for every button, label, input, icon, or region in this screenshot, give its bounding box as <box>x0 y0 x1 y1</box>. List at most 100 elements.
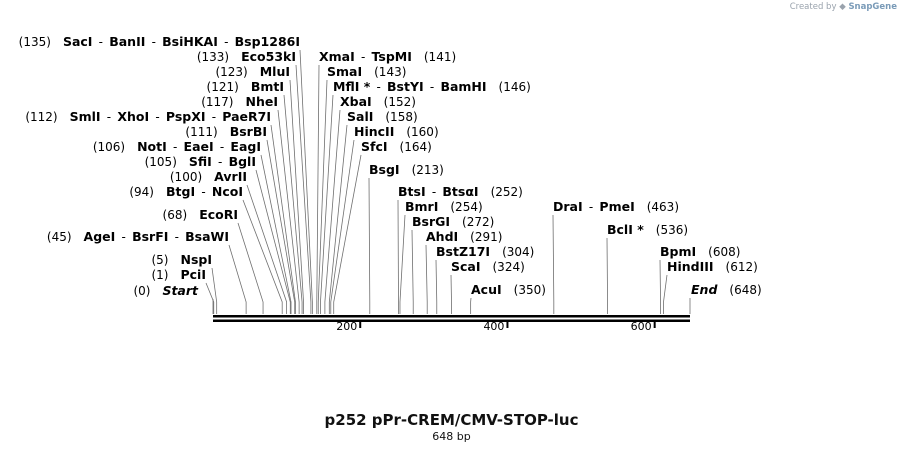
enzyme-label: HindIII (612) <box>667 259 758 274</box>
enzyme-label: (94) BtgI - NcoI <box>129 184 243 199</box>
enzyme-name: AhdI <box>426 229 458 244</box>
enzyme-name: BsrGI <box>412 214 450 229</box>
cut-position: (143) <box>362 65 406 79</box>
enzyme-name: SalI <box>347 109 373 124</box>
leader-line <box>399 214 406 314</box>
enzyme-label: BstZ17I (304) <box>436 244 534 259</box>
leader-line <box>397 199 399 314</box>
cut-position: (304) <box>490 245 534 259</box>
cut-position: (252) <box>479 185 523 199</box>
enzyme-name: Bsp1286I <box>235 34 300 49</box>
cut-position: (135) <box>19 35 63 49</box>
enzyme-label: BpmI (608) <box>660 244 740 259</box>
enzyme-separator: - <box>115 230 132 244</box>
cut-position: (111) <box>185 125 229 139</box>
cut-position: (158) <box>373 110 417 124</box>
enzyme-separator: - <box>218 35 235 49</box>
enzyme-label: (0) Start <box>133 283 199 298</box>
enzyme-name: BglI <box>229 154 256 169</box>
leader-line <box>228 244 247 314</box>
cut-position: (164) <box>388 140 432 154</box>
enzyme-separator: - <box>149 110 166 124</box>
leader-line <box>368 177 371 314</box>
enzyme-label: (105) SfiI - BglI <box>145 154 256 169</box>
enzyme-label: (121) BmtI <box>207 79 284 94</box>
enzyme-label: SfcI (164) <box>361 139 432 154</box>
cut-position: (121) <box>207 80 251 94</box>
enzyme-label: (123) MluI <box>215 64 290 79</box>
cut-position: (45) <box>47 230 84 244</box>
cut-position: (146) <box>487 80 531 94</box>
enzyme-label: (135) SacI - BanII - BsiHKAI - Bsp1286I <box>19 34 300 49</box>
leader-lines <box>205 49 691 314</box>
enzyme-name: PmeI <box>599 199 634 214</box>
enzyme-name: PciI <box>180 267 206 282</box>
cut-position: (612) <box>714 260 758 274</box>
cut-position: (291) <box>458 230 502 244</box>
cut-position: (100) <box>170 170 214 184</box>
cut-position: (106) <box>93 140 137 154</box>
leader-line <box>411 229 414 314</box>
enzyme-name: TspMI <box>372 49 412 64</box>
leader-line <box>450 274 452 314</box>
cut-position: (133) <box>197 50 241 64</box>
cut-position: (648) <box>717 283 761 297</box>
leader-line <box>330 139 355 314</box>
enzyme-separator: - <box>167 140 184 154</box>
sequence-backbone <box>213 315 690 322</box>
enzyme-name: NotI <box>137 139 167 154</box>
cut-position: (254) <box>438 200 482 214</box>
map-title: p252 pPr-CREM/CMV-STOP-luc <box>324 411 579 429</box>
enzyme-name: BstYI <box>387 79 424 94</box>
enzyme-label: (1) PciI <box>151 267 206 282</box>
leader-line <box>552 214 555 314</box>
enzyme-name: PspXI <box>166 109 206 124</box>
leader-line <box>606 237 608 314</box>
enzyme-name: BanII <box>109 34 145 49</box>
credit-brand: SnapGene <box>848 2 897 12</box>
enzyme-name: HindIII <box>667 259 714 274</box>
leader-line <box>266 139 296 314</box>
enzyme-name: AcuI <box>471 282 502 297</box>
enzyme-label: (45) AgeI - BsrFI - BsaWI <box>47 229 229 244</box>
enzyme-name: SmaI <box>327 64 362 79</box>
enzyme-name: BmtI <box>251 79 284 94</box>
leader-line <box>324 109 341 314</box>
enzyme-separator: - <box>195 185 212 199</box>
leader-line <box>316 64 320 314</box>
enzyme-label: (68) EcoRI <box>163 207 238 222</box>
enzyme-name: BsiHKAI <box>162 34 218 49</box>
enzyme-label: (111) BsrBI <box>185 124 267 139</box>
cut-position: (152) <box>372 95 416 109</box>
cut-position: (0) <box>133 284 162 298</box>
cut-position: (123) <box>215 65 259 79</box>
cut-position: (536) <box>644 223 688 237</box>
ruler-tick-label: 200 <box>336 320 357 333</box>
enzyme-name: BclI * <box>607 222 644 237</box>
enzyme-label: AhdI (291) <box>426 229 502 244</box>
leader-line <box>270 124 296 314</box>
enzyme-name: BtgI <box>166 184 195 199</box>
cut-position: (105) <box>145 155 189 169</box>
credit-prefix: Created by <box>789 2 837 12</box>
enzyme-separator: - <box>212 155 229 169</box>
enzyme-separator: - <box>145 35 162 49</box>
enzyme-name: Start <box>162 283 199 298</box>
enzyme-label: SmaI (143) <box>327 64 406 79</box>
enzyme-name: DraI <box>553 199 583 214</box>
enzyme-separator: - <box>92 35 109 49</box>
map-length: 648 bp <box>432 430 471 443</box>
enzyme-name: SacI <box>63 34 93 49</box>
enzyme-name: XmaI <box>319 49 355 64</box>
snapgene-credit: Created by ◆ SnapGene <box>790 2 897 12</box>
enzyme-name: BsrFI <box>132 229 168 244</box>
enzyme-name: BstZ17I <box>436 244 490 259</box>
leader-line <box>295 64 312 314</box>
leader-line <box>435 259 438 314</box>
leader-line <box>255 169 291 314</box>
enzyme-separator: - <box>101 110 118 124</box>
enzyme-name: EagI <box>230 139 261 154</box>
enzyme-name: BsgI <box>369 162 400 177</box>
leader-line <box>237 222 264 314</box>
enzyme-label: XbaI (152) <box>340 94 416 109</box>
